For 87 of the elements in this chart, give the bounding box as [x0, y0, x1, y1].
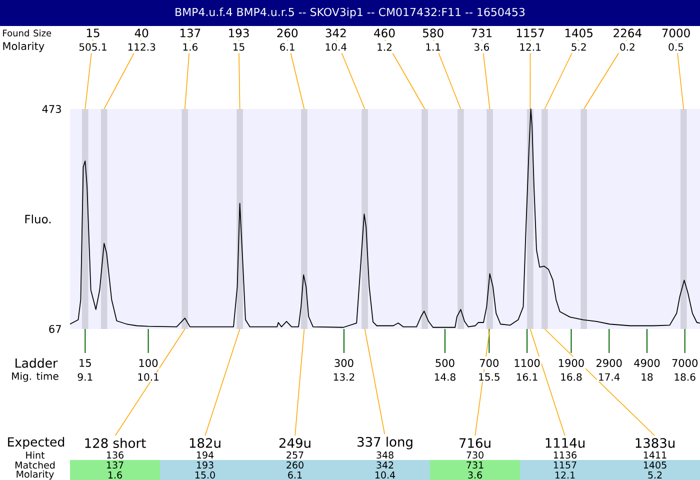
- annotation: 500: [436, 359, 454, 367]
- text: 137: [106, 461, 124, 469]
- annotation: 2264: [614, 28, 642, 38]
- x-tick-label: 15.5: [479, 373, 500, 381]
- annotation: 7000: [662, 28, 690, 38]
- annotation: 1.1: [426, 43, 440, 51]
- x-tick-label: 14.8: [434, 373, 456, 381]
- annotation: 300: [334, 359, 354, 367]
- x-tick-label: 16.1: [517, 373, 538, 381]
- annotation: 460: [374, 28, 395, 38]
- annotation: 1157: [516, 28, 544, 38]
- text: 6.1: [288, 471, 302, 479]
- text: Molarity: [16, 470, 54, 480]
- x-tick-label: 18: [642, 373, 653, 381]
- x-axis-title: Mig. time: [12, 372, 58, 382]
- annotation: 2900: [596, 359, 622, 367]
- text: 194: [196, 451, 214, 459]
- text: Size: [34, 30, 52, 36]
- text: 1405: [644, 461, 666, 469]
- annotation: 128 short: [85, 438, 146, 448]
- text: Molarity: [3, 42, 44, 52]
- annotation: 342: [326, 28, 346, 38]
- annotation: 249u: [279, 438, 310, 448]
- annotation: 580: [423, 28, 444, 38]
- annotation: 337 long: [357, 436, 412, 450]
- text: 348: [376, 451, 394, 459]
- text: 730: [466, 451, 484, 459]
- annotation: 12.1: [520, 43, 540, 51]
- annotation: 1100: [514, 359, 540, 367]
- text: 1.6: [108, 471, 122, 479]
- text: 1411: [644, 452, 666, 458]
- x-tick-label: 16.8: [561, 373, 582, 381]
- text: 1157: [554, 461, 576, 469]
- annotation: 1.6: [183, 43, 198, 51]
- text: Hint: [26, 451, 45, 459]
- text: 5.2: [648, 471, 662, 479]
- text: 342: [376, 461, 394, 469]
- annotation: 1383u: [636, 438, 674, 448]
- text: Matched: [16, 461, 55, 469]
- text: 1136: [554, 451, 576, 459]
- annotation: 505.1: [79, 43, 106, 51]
- annotation: 6.1: [280, 43, 294, 51]
- text: 10.4: [375, 471, 396, 479]
- text: 257: [286, 451, 304, 459]
- chart-title: BMP4.u.f.4 BMP4.u.r.5 -- SKOV3ip1 -- CM017432:F11 -- 1650453: [176, 8, 525, 18]
- annotation: 193: [229, 28, 249, 38]
- annotation: 15: [86, 28, 100, 38]
- annotation: 260: [277, 28, 298, 38]
- annotation: 5.2: [572, 43, 586, 51]
- text: 15.0: [195, 471, 215, 479]
- annotation: 1.2: [378, 43, 392, 51]
- x-tick-label: 18.6: [674, 373, 696, 381]
- annotation: 700: [480, 359, 498, 367]
- x-tick-label: 13.2: [334, 373, 354, 381]
- text: 731: [466, 461, 484, 469]
- x-tick-label: 10.1: [138, 373, 158, 381]
- annotation: 1114u: [546, 438, 584, 448]
- text: 193: [196, 461, 214, 469]
- annotation: 1405: [565, 28, 592, 38]
- annotation: 15: [80, 359, 91, 367]
- annotation: 7000: [672, 359, 698, 367]
- y-tick-label: 67: [49, 325, 61, 333]
- annotation: 40: [134, 28, 148, 38]
- annotation: 716u: [460, 438, 490, 448]
- annotation: 182u: [190, 438, 220, 448]
- text: Ladder: [16, 358, 58, 368]
- annotation: 112.3: [128, 43, 156, 51]
- annotation: 137: [180, 28, 200, 38]
- annotation: 3.6: [474, 43, 489, 51]
- annotation: 100: [139, 359, 158, 367]
- x-tick-label: 17.4: [599, 373, 620, 381]
- text: Found: [3, 30, 29, 36]
- text: 260: [286, 461, 304, 469]
- y-tick-label: 473: [42, 105, 61, 113]
- y-axis-title: Fluo.: [25, 214, 51, 224]
- text: 12.1: [555, 471, 575, 479]
- annotation: 4900: [634, 359, 660, 367]
- annotation: 1900: [559, 359, 584, 367]
- annotation: 731: [472, 28, 492, 38]
- text: 3.6: [468, 471, 482, 479]
- text: 136: [106, 451, 124, 459]
- text: Expected: [8, 436, 64, 450]
- annotation: 0.5: [668, 43, 684, 51]
- annotation: 10.4: [326, 43, 346, 51]
- annotation: 0.2: [620, 43, 634, 51]
- x-tick-label: 9.1: [78, 373, 92, 381]
- annotation: 15: [233, 43, 244, 51]
